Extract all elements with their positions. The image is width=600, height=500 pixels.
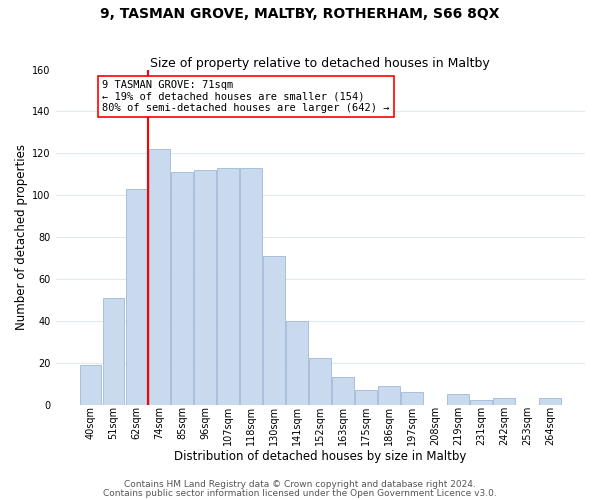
Bar xyxy=(355,390,377,404)
Bar xyxy=(80,365,101,405)
Bar xyxy=(447,394,469,404)
Bar xyxy=(401,392,423,404)
Y-axis label: Number of detached properties: Number of detached properties xyxy=(15,144,28,330)
Bar xyxy=(125,189,148,404)
Bar xyxy=(241,168,262,404)
X-axis label: Distribution of detached houses by size in Maltby: Distribution of detached houses by size … xyxy=(174,450,466,462)
Bar xyxy=(286,321,308,404)
Bar xyxy=(194,170,216,404)
Bar xyxy=(539,398,561,404)
Bar xyxy=(470,400,492,404)
Bar xyxy=(172,172,193,404)
Bar xyxy=(310,358,331,405)
Bar xyxy=(378,386,400,404)
Text: Contains HM Land Registry data © Crown copyright and database right 2024.: Contains HM Land Registry data © Crown c… xyxy=(124,480,476,489)
Bar xyxy=(103,298,124,405)
Bar xyxy=(217,168,239,404)
Text: 9, TASMAN GROVE, MALTBY, ROTHERHAM, S66 8QX: 9, TASMAN GROVE, MALTBY, ROTHERHAM, S66 … xyxy=(100,8,500,22)
Bar xyxy=(493,398,515,404)
Bar xyxy=(332,378,354,404)
Text: Contains public sector information licensed under the Open Government Licence v3: Contains public sector information licen… xyxy=(103,488,497,498)
Title: Size of property relative to detached houses in Maltby: Size of property relative to detached ho… xyxy=(151,56,490,70)
Bar xyxy=(149,149,170,405)
Bar xyxy=(263,256,285,404)
Text: 9 TASMAN GROVE: 71sqm
← 19% of detached houses are smaller (154)
80% of semi-det: 9 TASMAN GROVE: 71sqm ← 19% of detached … xyxy=(102,80,389,113)
